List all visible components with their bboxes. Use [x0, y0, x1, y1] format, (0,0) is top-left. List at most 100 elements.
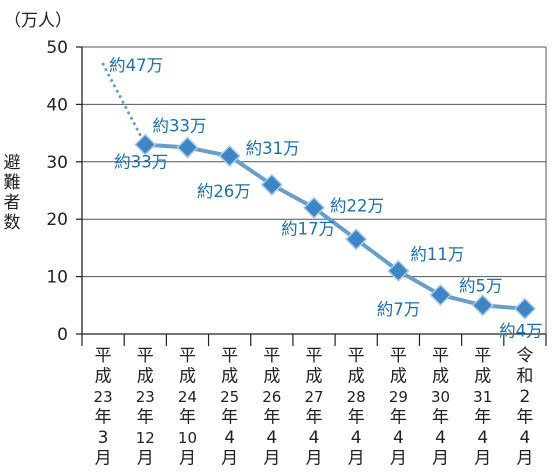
- data-point: [260, 173, 283, 196]
- data-label: 約31万: [246, 139, 300, 158]
- x-tick-label: 平成 30 年 4 月: [431, 346, 450, 469]
- data-point: [302, 196, 326, 219]
- y-axis-label: 避難者数: [4, 153, 21, 233]
- x-tick-label-line: 月: [95, 449, 112, 469]
- x-tick-label-line: 年: [221, 408, 238, 428]
- x-tick-label-line: 平: [348, 346, 365, 366]
- x-tick-label-line: 4: [477, 428, 488, 448]
- x-tick-label-line: 28: [347, 388, 366, 406]
- data-point: [429, 283, 452, 307]
- y-tick-label: 40: [46, 95, 68, 115]
- x-tick-label-line: 平: [95, 346, 112, 366]
- x-tick-label-line: 月: [516, 449, 533, 469]
- y-tick-label: 10: [46, 268, 68, 288]
- x-tick-label-line: 平: [390, 346, 407, 366]
- x-tick-label-line: 平: [432, 346, 449, 366]
- x-tick-label-line: 平: [179, 346, 196, 366]
- x-tick-label: 平成 31 年 4 月: [473, 346, 492, 469]
- x-tick-label-line: 成: [95, 367, 112, 387]
- x-tick-label-line: 10: [178, 429, 197, 447]
- x-tick-label: 平成 25 年 4 月: [220, 346, 239, 469]
- data-label: 約4万: [499, 322, 543, 341]
- x-tick-label-line: 年: [432, 408, 449, 428]
- data-label: 約47万: [109, 56, 163, 75]
- x-tick-label-line: 年: [474, 408, 491, 428]
- x-tick-label-line: 4: [393, 428, 404, 448]
- x-tick-label: 平成 23 年 3 月: [94, 346, 113, 469]
- x-tick-label: 平成 29 年 4 月: [389, 346, 408, 469]
- data-label: 約5万: [459, 276, 503, 295]
- x-tick-label-line: 年: [306, 408, 323, 428]
- x-tick-label-line: 年: [348, 408, 365, 428]
- y-axis-label-char: 避: [4, 153, 21, 173]
- x-tick-label: 令和 2 年 4 月: [516, 346, 533, 469]
- x-tick-label-line: 平: [306, 346, 323, 366]
- x-tick-label-line: 月: [179, 449, 196, 469]
- x-tick-label-line: 成: [306, 367, 323, 387]
- data-point: [134, 133, 157, 156]
- x-tick-label-line: 成: [137, 367, 154, 387]
- y-axis-unit: （万人）: [4, 11, 72, 31]
- data-label: 約11万: [410, 245, 464, 264]
- x-tick-label-line: 年: [179, 408, 196, 428]
- x-tick-label-line: 12: [136, 429, 155, 447]
- y-tick-label: 0: [57, 325, 68, 345]
- data-label: 約7万: [377, 300, 421, 319]
- x-tick-label: 平成 24 年 10 月: [178, 346, 197, 469]
- x-tick-label-line: 4: [435, 428, 446, 448]
- x-tick-label-line: 23: [136, 388, 155, 406]
- x-tick-label-line: 4: [309, 428, 320, 448]
- x-tick-label-line: 4: [224, 428, 235, 448]
- x-tick-label-line: 月: [221, 449, 238, 469]
- data-label: 約17万: [281, 219, 335, 238]
- series-line: [145, 142, 526, 311]
- x-tick-label: 平成 28 年 4 月: [347, 346, 366, 469]
- x-tick-label-line: 成: [348, 367, 365, 387]
- x-tick-label-line: 成: [432, 367, 449, 387]
- x-tick-label-line: 月: [263, 449, 280, 469]
- x-tick-label-line: 令: [516, 346, 533, 366]
- x-tick-label-line: 27: [304, 388, 323, 406]
- x-tick-label-line: 和: [516, 367, 533, 387]
- data-label: 約26万: [197, 182, 251, 201]
- x-tick-label-line: 年: [137, 408, 154, 428]
- y-axis-label-char: 数: [4, 213, 21, 233]
- x-tick-label-line: 年: [516, 408, 533, 428]
- x-tick-label-line: 2: [519, 387, 530, 407]
- x-tick-label-line: 4: [351, 428, 362, 448]
- y-tick-label: 50: [46, 38, 68, 58]
- x-tick-label-line: 月: [432, 449, 449, 469]
- x-tick-label-line: 31: [473, 388, 492, 406]
- data-label: 約33万: [114, 153, 168, 172]
- x-tick-label-line: 年: [390, 408, 407, 428]
- x-tick-label-line: 月: [474, 449, 491, 469]
- data-labels: 約47万約33万約33万約31万約26万約22万約17万約11万約7万約5万約4…: [109, 56, 543, 341]
- x-tick-label-line: 成: [263, 367, 280, 387]
- x-tick-label-line: 24: [178, 388, 197, 406]
- x-tick-label: 平成 27 年 4 月: [304, 346, 323, 469]
- x-tick-label-line: 3: [98, 428, 109, 448]
- x-tick-label-line: 月: [390, 449, 407, 469]
- data-point: [345, 228, 368, 251]
- data-point: [218, 144, 241, 168]
- x-tick-label-line: 月: [306, 449, 323, 469]
- x-tick-label-line: 月: [348, 449, 365, 469]
- x-tick-label-line: 平: [474, 346, 491, 366]
- x-tick-label-line: 成: [221, 367, 238, 387]
- x-tick-label-line: 26: [262, 388, 281, 406]
- x-tick-label-line: 25: [220, 388, 239, 406]
- x-tick-label-line: 平: [263, 346, 280, 366]
- y-tick-label: 30: [46, 153, 68, 173]
- y-axis-label-char: 難: [4, 173, 21, 193]
- x-tick-label-line: 23: [94, 388, 113, 406]
- x-tick-label-line: 平: [137, 346, 154, 366]
- y-axis-label-char: 者: [4, 193, 21, 213]
- y-tick-labels: 0 10 20 30 40 50: [46, 38, 82, 345]
- data-label: 約22万: [330, 197, 384, 216]
- data-point: [176, 136, 199, 159]
- data-point: [513, 297, 536, 320]
- x-tick-label-line: 成: [179, 367, 196, 387]
- data-point: [471, 294, 494, 317]
- grid: [81, 46, 547, 335]
